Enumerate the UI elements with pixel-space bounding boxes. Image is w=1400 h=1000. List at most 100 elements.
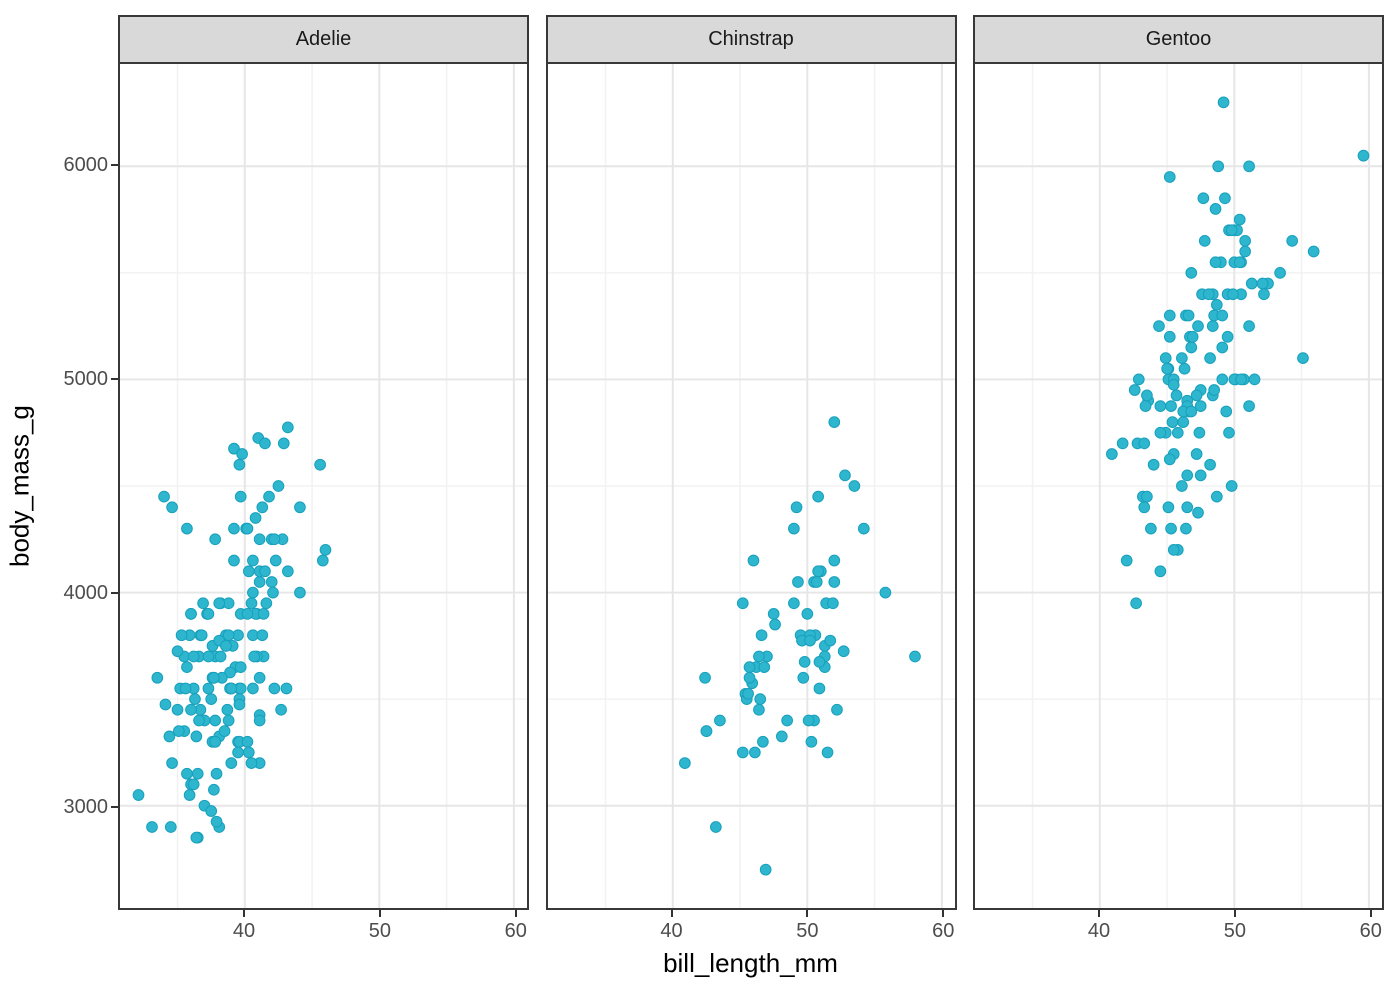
data-point xyxy=(767,608,780,620)
x-tick-label: 40 xyxy=(1087,920,1111,942)
data-point xyxy=(1171,426,1184,439)
data-point xyxy=(1256,277,1269,290)
data-point xyxy=(1219,192,1231,205)
x-axis-tick xyxy=(1369,910,1372,917)
data-point xyxy=(1220,405,1233,418)
facet-adelie: Adelie xyxy=(118,15,529,910)
data-point xyxy=(202,650,215,663)
data-point xyxy=(821,746,833,759)
panel-canvas xyxy=(975,64,1382,908)
data-point xyxy=(163,730,176,743)
data-point xyxy=(838,469,851,482)
data-point xyxy=(282,421,294,434)
data-point xyxy=(1233,256,1246,269)
data-point xyxy=(294,501,306,514)
data-point xyxy=(268,682,281,695)
data-point xyxy=(698,671,711,684)
data-point xyxy=(241,608,254,620)
data-point xyxy=(189,693,201,705)
data-point xyxy=(1235,373,1247,386)
data-point xyxy=(253,533,266,546)
data-point xyxy=(879,586,891,599)
data-point xyxy=(1165,400,1177,412)
data-point xyxy=(172,725,185,738)
data-point xyxy=(220,639,232,652)
data-point xyxy=(1221,330,1234,343)
data-point xyxy=(801,608,813,620)
data-point xyxy=(1128,384,1141,396)
data-point xyxy=(798,655,811,668)
data-point xyxy=(775,730,788,743)
data-point xyxy=(1192,506,1204,519)
panel-canvas xyxy=(120,64,527,908)
data-point xyxy=(259,565,271,578)
data-point xyxy=(187,650,200,663)
y-axis-tick xyxy=(111,163,118,166)
data-point xyxy=(1225,224,1238,237)
data-point xyxy=(197,597,209,610)
data-point xyxy=(210,767,223,780)
data-point xyxy=(1209,203,1222,215)
data-point xyxy=(166,501,178,514)
data-point xyxy=(195,629,208,642)
data-point xyxy=(214,650,227,663)
data-point xyxy=(1182,309,1195,322)
data-point xyxy=(1163,171,1176,183)
data-point xyxy=(810,576,823,588)
data-point xyxy=(1159,352,1172,364)
data-point xyxy=(1258,288,1270,301)
data-point xyxy=(268,533,281,546)
data-point xyxy=(190,831,203,844)
data-point xyxy=(1147,458,1160,471)
data-point xyxy=(242,565,255,578)
data-point xyxy=(1194,469,1207,482)
data-point xyxy=(256,629,269,642)
data-point xyxy=(159,698,172,711)
data-point xyxy=(1170,389,1183,402)
x-axis-tick xyxy=(514,910,517,917)
data-point xyxy=(1154,426,1167,439)
data-point xyxy=(263,490,275,503)
data-point xyxy=(208,671,220,684)
data-point xyxy=(205,693,218,705)
data-point xyxy=(256,501,269,514)
data-point xyxy=(823,634,836,647)
data-point xyxy=(848,480,860,492)
data-point xyxy=(780,714,793,727)
data-point xyxy=(755,629,767,642)
data-point xyxy=(713,714,726,727)
data-point xyxy=(171,703,184,716)
data-point xyxy=(233,698,246,711)
data-point xyxy=(1212,160,1225,173)
data-point xyxy=(827,554,840,567)
data-point xyxy=(209,714,222,727)
data-point xyxy=(1154,565,1167,578)
data-point xyxy=(747,554,759,567)
data-point xyxy=(1216,341,1229,354)
data-point xyxy=(1176,352,1188,364)
data-point xyxy=(1245,277,1258,290)
data-point xyxy=(743,671,755,684)
data-point xyxy=(752,703,765,716)
data-point xyxy=(275,703,287,716)
data-point xyxy=(1198,234,1211,247)
data-point xyxy=(748,746,761,759)
data-point xyxy=(202,608,215,620)
data-point xyxy=(1185,341,1198,354)
data-point xyxy=(232,746,244,759)
data-point xyxy=(1307,245,1320,258)
data-point xyxy=(1139,400,1152,412)
data-point xyxy=(1225,480,1238,492)
data-point xyxy=(787,597,800,610)
data-point xyxy=(236,448,248,460)
data-point xyxy=(1190,389,1203,402)
data-point xyxy=(1181,469,1194,482)
y-axis-tick xyxy=(111,377,118,380)
data-point xyxy=(210,815,223,828)
data-point xyxy=(164,821,177,833)
data-point xyxy=(1243,400,1255,412)
facet-gentoo: Gentoo xyxy=(973,15,1384,910)
data-point xyxy=(1178,362,1191,375)
data-point xyxy=(185,703,197,716)
data-point xyxy=(265,576,278,588)
